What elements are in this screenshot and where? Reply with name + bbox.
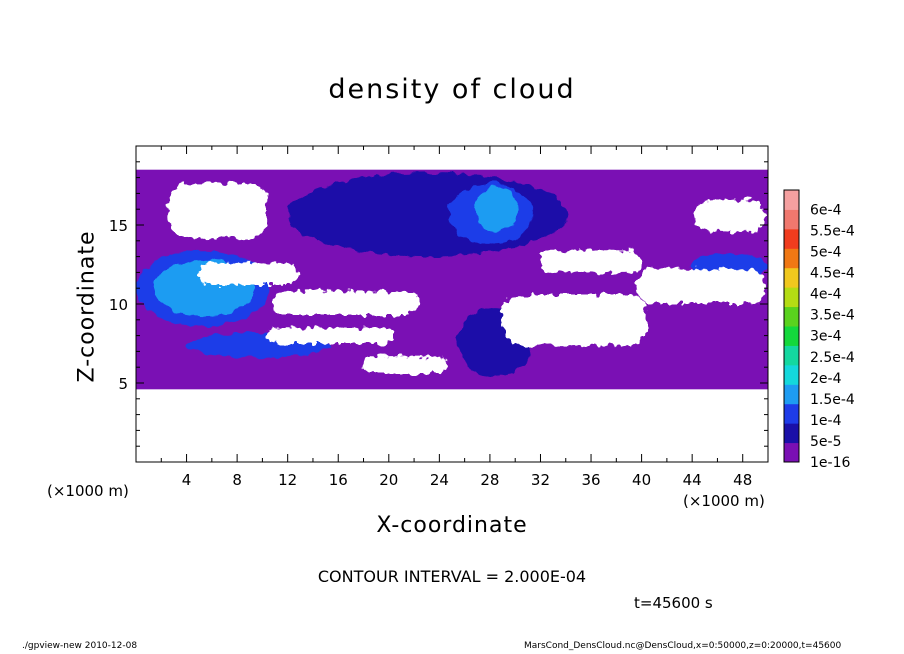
y-tick-label: 10 — [109, 296, 128, 314]
colorbar-label: 1e-16 — [810, 455, 850, 471]
colorbar-label: 2.5e-4 — [810, 350, 855, 366]
x-tick-label: 28 — [480, 471, 499, 489]
colorbar-swatch — [784, 209, 799, 230]
colorbar-frame — [783, 189, 800, 463]
x-tick-label: 32 — [531, 471, 550, 489]
y-tick-label: 15 — [109, 217, 128, 235]
colorbar-label: 3.5e-4 — [810, 308, 855, 324]
colorbar-swatch — [784, 267, 799, 288]
x-tick-label: 20 — [379, 471, 398, 489]
colorbar-swatch — [784, 248, 799, 269]
colorbar-label: 4e-4 — [810, 287, 842, 303]
x-tick-label: 40 — [632, 471, 651, 489]
clear-sky-region — [502, 294, 647, 346]
colorbar-swatch — [784, 287, 799, 308]
colorbar-swatch — [784, 306, 799, 327]
colorbar-swatch — [784, 442, 799, 463]
colorbar-label: 6e-4 — [810, 202, 842, 218]
x-unit-label-left: (×1000 m) — [47, 482, 129, 500]
x-tick-label: 8 — [232, 471, 242, 489]
x-tick-label: 4 — [182, 471, 192, 489]
clear-sky-region — [199, 262, 298, 286]
footer-data-source: MarsCond_DensCloud.nc@DensCloud,x=0:5000… — [524, 641, 842, 651]
colorbar-label: 1e-4 — [810, 413, 842, 429]
colorbar-swatch — [784, 228, 799, 249]
clear-sky-region — [694, 199, 766, 232]
colorbar-label: 5e-4 — [810, 245, 842, 261]
x-axis-ticks: 4 8 12 16 20 24 28 32 36 40 44 48 — [160, 146, 752, 489]
colorbar-swatch — [784, 384, 799, 405]
clear-sky-region — [636, 269, 766, 304]
colorbar-swatch — [784, 345, 799, 366]
colorbar: 1e-16 5e-5 1e-4 1.5e-4 2e-4 2.5e-4 3e-4 3.5e-4 4… — [783, 189, 855, 471]
x-tick-label: 12 — [278, 471, 297, 489]
x-axis-label: X-coordinate — [376, 513, 528, 538]
colorbar-label: 5.5e-4 — [810, 223, 855, 239]
clear-sky-region — [272, 291, 420, 316]
y-tick-label: 5 — [118, 375, 128, 393]
x-tick-label: 44 — [683, 471, 702, 489]
time-label: t=45600 s — [634, 594, 713, 612]
colorbar-swatch — [784, 326, 799, 346]
x-tick-label: 48 — [733, 471, 752, 489]
colorbar-label: 4.5e-4 — [810, 266, 855, 282]
colorbar-swatch — [784, 364, 799, 385]
x-tick-label: 24 — [430, 471, 449, 489]
clear-sky-region — [363, 356, 447, 374]
colorbar-swatch — [784, 403, 799, 424]
y-axis-ticks: 5 10 15 — [109, 161, 768, 447]
contour-interval-text: CONTOUR INTERVAL = 2.000E-04 — [317, 567, 587, 586]
colorbar-swatch — [784, 423, 799, 444]
clear-sky-region — [540, 250, 642, 273]
colorbar-swatch — [784, 190, 799, 210]
colorbar-label: 3e-4 — [810, 329, 842, 345]
chart-title: density of cloud — [328, 74, 576, 105]
clear-sky-region — [267, 327, 394, 344]
colorbar-label: 1.5e-4 — [810, 392, 855, 408]
clear-sky-region — [168, 183, 268, 238]
plot-fill-area — [136, 169, 768, 390]
x-tick-label: 36 — [581, 471, 600, 489]
footer-program-info: ./gpview-new 2010-12-08 — [22, 641, 138, 651]
dense-cloud-region — [474, 187, 518, 232]
colorbar-label: 2e-4 — [810, 371, 842, 387]
colorbar-label: 5e-5 — [810, 434, 841, 450]
x-tick-label: 16 — [329, 471, 348, 489]
x-unit-label-right: (×1000 m) — [683, 492, 765, 510]
clear-sky-regions — [168, 183, 766, 374]
